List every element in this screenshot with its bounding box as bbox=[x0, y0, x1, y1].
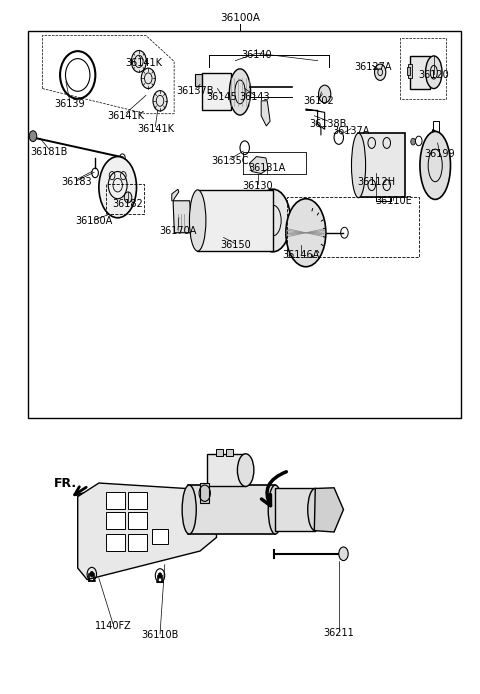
Bar bbox=[207, 454, 246, 486]
Ellipse shape bbox=[182, 485, 196, 534]
Circle shape bbox=[124, 192, 132, 203]
Text: 36120: 36120 bbox=[419, 70, 449, 80]
Bar bbox=[408, 64, 412, 78]
Ellipse shape bbox=[426, 56, 442, 89]
Text: 36131A: 36131A bbox=[249, 163, 286, 173]
Text: 36135C: 36135C bbox=[211, 155, 249, 166]
Text: FR.: FR. bbox=[54, 477, 77, 489]
Bar bbox=[216, 449, 223, 456]
Text: 36141K: 36141K bbox=[137, 124, 174, 135]
Text: 36211: 36211 bbox=[324, 627, 354, 638]
Circle shape bbox=[339, 547, 348, 561]
Text: 36182: 36182 bbox=[113, 199, 144, 209]
Ellipse shape bbox=[420, 131, 451, 199]
Ellipse shape bbox=[132, 51, 146, 72]
Text: 36170A: 36170A bbox=[159, 226, 197, 237]
Text: 36100A: 36100A bbox=[220, 12, 260, 23]
Text: 36145: 36145 bbox=[207, 92, 238, 102]
Bar bbox=[152, 530, 168, 544]
Text: 36137A: 36137A bbox=[332, 126, 370, 136]
Circle shape bbox=[411, 138, 416, 145]
Ellipse shape bbox=[229, 69, 251, 115]
Text: 36150: 36150 bbox=[220, 240, 251, 250]
Text: 36138B: 36138B bbox=[310, 119, 347, 129]
Ellipse shape bbox=[268, 485, 282, 534]
Ellipse shape bbox=[255, 189, 290, 252]
Ellipse shape bbox=[99, 157, 136, 218]
Text: 36110B: 36110B bbox=[141, 630, 179, 641]
Bar bbox=[358, 133, 405, 197]
Text: 36137B: 36137B bbox=[177, 85, 214, 96]
Polygon shape bbox=[78, 483, 216, 579]
Polygon shape bbox=[314, 488, 344, 532]
Text: 36183: 36183 bbox=[61, 178, 92, 187]
Circle shape bbox=[90, 571, 94, 577]
Ellipse shape bbox=[286, 198, 326, 266]
Bar bbox=[128, 534, 147, 551]
Polygon shape bbox=[261, 101, 270, 126]
Circle shape bbox=[319, 85, 331, 103]
Text: 36130: 36130 bbox=[242, 181, 273, 191]
Bar bbox=[128, 512, 147, 530]
Text: 36141K: 36141K bbox=[108, 111, 144, 121]
Ellipse shape bbox=[351, 133, 366, 198]
Bar bbox=[106, 512, 125, 530]
Polygon shape bbox=[250, 157, 268, 174]
Text: 36110E: 36110E bbox=[375, 196, 412, 206]
Text: 1140FZ: 1140FZ bbox=[95, 621, 132, 631]
Bar bbox=[200, 483, 209, 503]
Text: 36180A: 36180A bbox=[75, 216, 113, 226]
Text: 36181B: 36181B bbox=[31, 148, 68, 158]
Text: 36112H: 36112H bbox=[357, 178, 396, 187]
Bar bbox=[407, 67, 410, 75]
Polygon shape bbox=[173, 201, 191, 232]
Ellipse shape bbox=[65, 58, 90, 92]
Text: 36146A: 36146A bbox=[283, 250, 320, 260]
Bar bbox=[433, 121, 439, 148]
Text: 36143: 36143 bbox=[240, 92, 270, 102]
Bar bbox=[226, 449, 233, 456]
Bar bbox=[410, 56, 430, 89]
Bar bbox=[197, 190, 274, 251]
Polygon shape bbox=[172, 189, 179, 201]
Circle shape bbox=[158, 573, 162, 578]
Bar bbox=[275, 489, 315, 531]
Text: 36141K: 36141K bbox=[125, 58, 162, 68]
Text: 36199: 36199 bbox=[424, 149, 455, 159]
Circle shape bbox=[29, 130, 37, 142]
Ellipse shape bbox=[308, 489, 323, 531]
Text: 36127A: 36127A bbox=[354, 62, 391, 71]
Ellipse shape bbox=[141, 68, 156, 89]
Ellipse shape bbox=[190, 190, 206, 251]
Text: 36102: 36102 bbox=[304, 96, 335, 105]
Ellipse shape bbox=[153, 91, 167, 111]
Bar bbox=[188, 485, 275, 534]
Bar bbox=[28, 31, 461, 418]
Bar bbox=[128, 492, 147, 509]
Text: 36139: 36139 bbox=[54, 99, 85, 108]
Bar bbox=[106, 534, 125, 551]
Ellipse shape bbox=[238, 454, 254, 486]
Bar bbox=[203, 73, 230, 110]
Text: 36140: 36140 bbox=[241, 49, 272, 60]
Circle shape bbox=[374, 64, 386, 81]
Bar bbox=[106, 492, 125, 509]
Bar bbox=[195, 74, 205, 86]
